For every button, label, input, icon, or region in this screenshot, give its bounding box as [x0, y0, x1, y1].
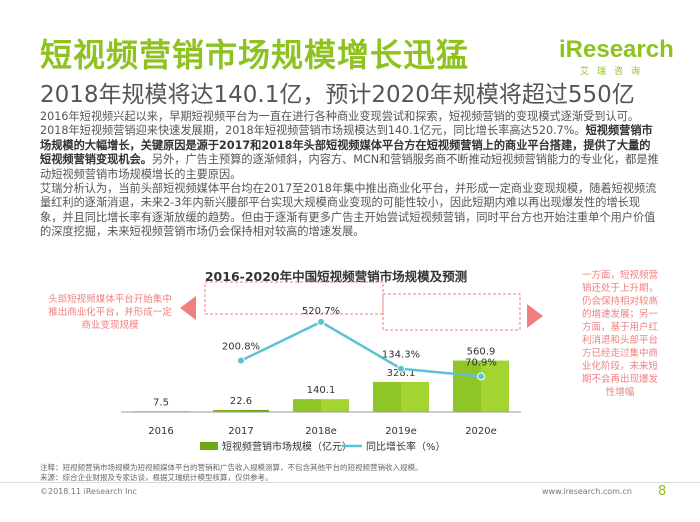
body-text: 2016年短视频兴起以来，早期短视频平台为一直在进行各种商业变现尝试和探索，短视…: [40, 110, 660, 240]
right-arrow-icon: [527, 304, 543, 328]
chart-legend: 短视频营销市场规模（亿元） 同比增长率（%）: [200, 440, 446, 453]
bar-2017: [213, 409, 269, 412]
bar-value-label: 7.5: [153, 397, 169, 408]
body-paragraph-2: 艾瑞分析认为，当前头部短视频媒体平台均在2017至2018年集中推出商业化平台，…: [40, 182, 657, 239]
footnote-line-2: 来源：综合企业财报及专家访谈，根据艾瑞统计模型核算，仅供参考。: [40, 473, 273, 482]
footer-divider: [0, 482, 700, 483]
x-tick-label: 2019e: [385, 426, 417, 437]
page-subtitle: 2018年规模将达140.1亿，预计2020年规模将超过550亿: [40, 82, 635, 108]
growth-point-2020e: [477, 372, 485, 381]
body-p1-tail: 另外，广告主预算的逐渐倾斜，内容方、MCN和营销服务商不断推动短视频营销能力的专…: [40, 153, 659, 181]
x-tick-label: 2017: [228, 426, 253, 437]
x-tick-label: 2020e: [465, 426, 497, 437]
footnote-line-1: 注释：短视频营销市场规模为短视频媒体平台的营销和广告收入规模测算，不包含其他平台…: [40, 463, 423, 472]
iresearch-logo: iResearch 艾瑞咨询: [559, 36, 674, 78]
legend-line-label: 同比增长率（%）: [366, 440, 446, 453]
body-p1-text: 2016年短视频兴起以来，早期短视频平台为一直在进行各种商业变现尝试和探索，短视…: [40, 110, 640, 138]
growth-line: [240, 320, 482, 378]
footer-website-link[interactable]: www.iresearch.com.cn: [542, 487, 632, 496]
growth-rate-label: 70.9%: [465, 357, 497, 368]
footnote: 注释：短视频营销市场规模为短视频媒体平台的营销和广告收入规模测算，不包含其他平台…: [40, 463, 540, 483]
x-axis: 2016 2017 2018e 2019e 2020e: [121, 411, 521, 437]
body-paragraph-1: 2016年短视频兴起以来，早期短视频平台为一直在进行各种商业变现尝试和探索，短视…: [40, 110, 660, 182]
left-annotation-note: 头部短视频媒体平台开始集中推出商业化平台，并形成一定商业变现规模: [48, 294, 172, 331]
bar-group-2016: 7.5: [133, 397, 189, 412]
footer-copyright: ©2018.11 iResearch Inc: [40, 487, 137, 496]
growth-point-2018e: [317, 317, 325, 326]
bar-value-label: 560.9: [467, 347, 496, 358]
growth-line-series: 200.8% 520.7% 134.3% 70.9%: [222, 306, 497, 381]
left-arrow-icon: [180, 296, 196, 320]
right-bracket-box: [382, 293, 521, 331]
x-tick-label: 2018e: [305, 426, 337, 437]
bar-value-label: 328.1: [387, 368, 416, 379]
page-number: 8: [658, 484, 667, 499]
bar-2019e: [373, 381, 429, 412]
bar-shade-2019e: [373, 381, 401, 412]
bar-shade-2017: [213, 409, 241, 412]
bar-value-label: 140.1: [307, 385, 336, 396]
bar-2018e: [293, 399, 349, 412]
chart-title: 2016-2020年中国短视频营销市场规模及预测: [205, 269, 467, 284]
left-bracket-box: [204, 281, 384, 315]
legend-bar-swatch: [200, 442, 218, 450]
bar-group-2017: 22.6: [213, 396, 269, 412]
growth-rate-label: 520.7%: [302, 306, 340, 317]
bar-value-label: 22.6: [230, 396, 252, 407]
chart-annotation-brackets: [180, 281, 543, 331]
bar-series: 7.5 22.6 140.1 328.1 560.9: [133, 347, 509, 412]
right-annotation-note: 一方面，短视频营销还处于上升期，仍会保持相对较高的增速发展；另一方面，基于用户红…: [581, 270, 658, 398]
legend-bar-label: 短视频营销市场规模（亿元）: [222, 440, 352, 453]
bar-shade-2020e: [453, 360, 481, 412]
growth-point-2019e: [397, 364, 405, 373]
logo-brand: iResearch: [559, 36, 674, 63]
growth-rate-label: 200.8%: [222, 342, 260, 353]
body-p1-bold: 短视频营销市场规模的大幅增长，关键原因是源于2017和2018年头部短视频媒体平…: [40, 124, 653, 167]
bar-group-2020e: 560.9: [453, 347, 509, 412]
bar-2020e: [453, 360, 509, 412]
logo-brand-cn: 艾瑞咨询: [579, 67, 648, 77]
bar-group-2018e: 140.1: [293, 385, 349, 412]
growth-rate-label: 134.3%: [382, 350, 420, 361]
x-tick-label: 2016: [148, 426, 173, 437]
page-title: 短视频营销市场规模增长迅猛: [40, 36, 470, 74]
bar-shade-2018e: [293, 399, 321, 412]
growth-point-2017: [237, 356, 245, 365]
bar-group-2019e: 328.1: [373, 368, 429, 412]
